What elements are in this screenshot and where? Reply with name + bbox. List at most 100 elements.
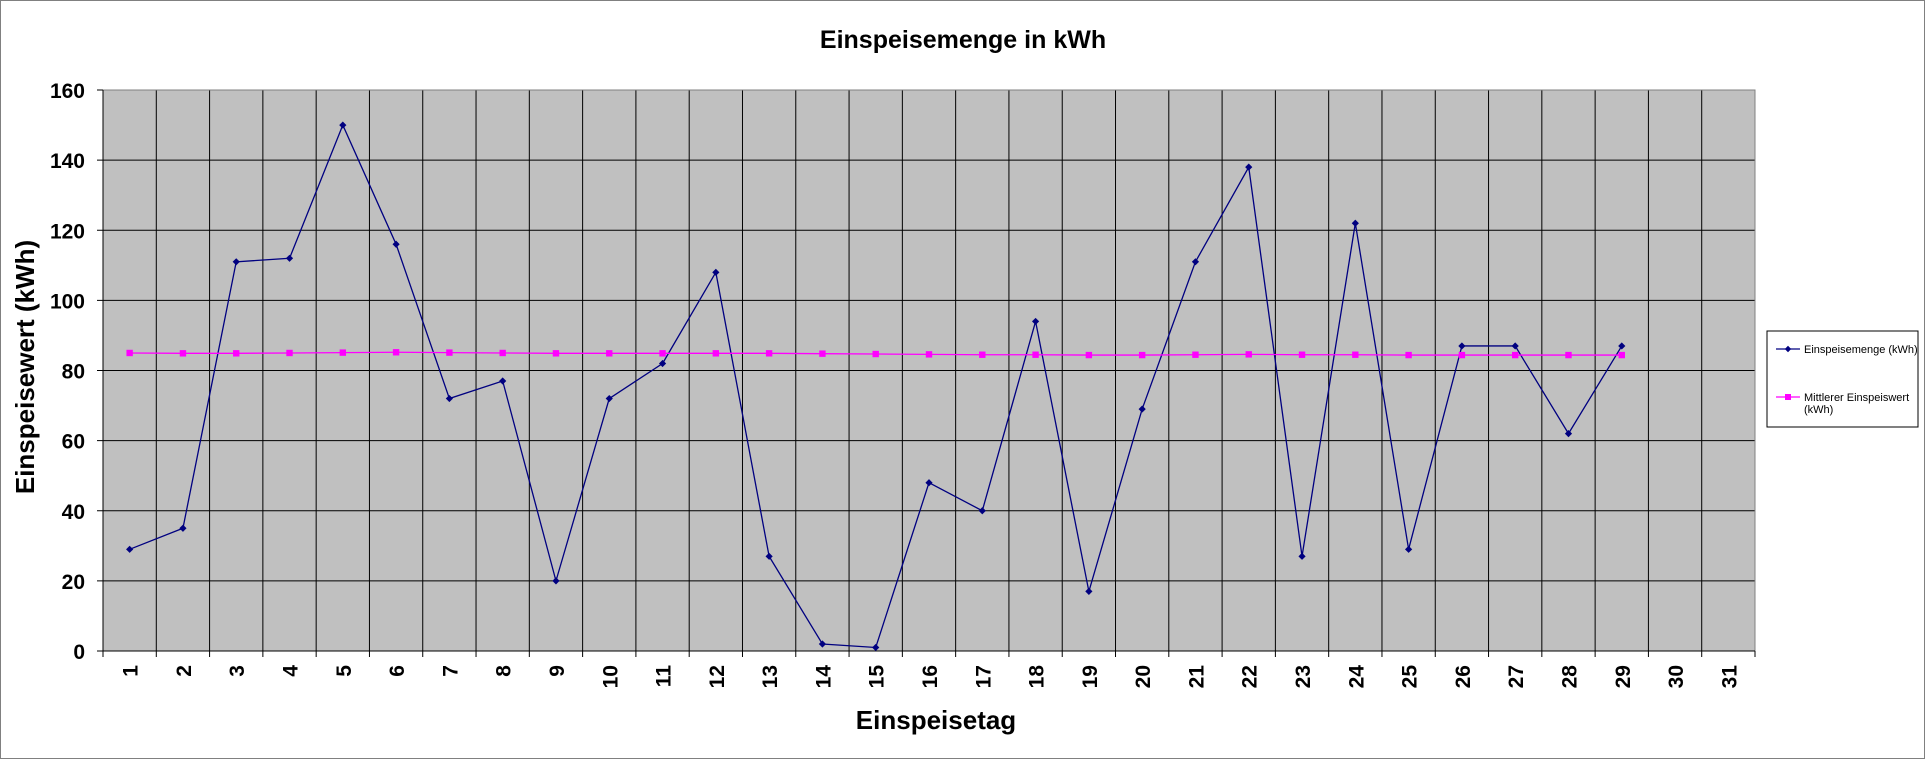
x-tick-label: 27 bbox=[1505, 665, 1528, 688]
data-point bbox=[818, 640, 827, 648]
y-tick-label: 40 bbox=[62, 501, 85, 524]
x-tick-label: 28 bbox=[1558, 665, 1581, 689]
data-point bbox=[978, 507, 986, 515]
x-tick-label: 9 bbox=[546, 665, 569, 677]
legend-marker bbox=[1785, 394, 1791, 400]
data-point bbox=[552, 350, 560, 357]
data-point bbox=[605, 394, 613, 403]
x-tick-label: 21 bbox=[1185, 665, 1208, 689]
data-point bbox=[126, 349, 133, 357]
y-tick-label: 60 bbox=[62, 431, 85, 454]
x-tick-label: 16 bbox=[919, 665, 942, 688]
vertical-gridlines bbox=[155, 90, 1703, 651]
x-tick-label: 20 bbox=[1132, 665, 1155, 688]
data-point bbox=[1511, 351, 1519, 359]
data-point bbox=[1618, 342, 1626, 350]
data-point bbox=[1138, 405, 1146, 413]
legend: Einspeisemenge (kWh) Mittlerer Einspeiswe… bbox=[1766, 330, 1919, 428]
data-point bbox=[659, 350, 666, 357]
data-point bbox=[445, 394, 453, 403]
data-point bbox=[286, 349, 293, 357]
x-tick-label: 26 bbox=[1452, 665, 1475, 688]
x-tick-label: 25 bbox=[1399, 665, 1422, 689]
x-tick-label: 31 bbox=[1718, 665, 1741, 689]
data-point bbox=[606, 350, 613, 357]
x-tick-label: 30 bbox=[1665, 665, 1688, 688]
legend-label: (kWh) bbox=[1804, 404, 1833, 416]
data-point bbox=[1298, 351, 1306, 358]
data-point bbox=[1511, 342, 1519, 350]
x-tick-label: 11 bbox=[653, 665, 676, 688]
legend-box bbox=[1766, 330, 1919, 428]
x-tick-label: 4 bbox=[280, 665, 303, 677]
plot-area bbox=[102, 89, 1756, 652]
legend-label: Mittlerer Einspeiswert bbox=[1804, 392, 1909, 404]
y-tick-label: 120 bbox=[50, 220, 85, 243]
y-tick-label: 80 bbox=[62, 361, 85, 384]
data-point bbox=[1298, 552, 1306, 560]
data-point bbox=[179, 350, 187, 357]
data-point bbox=[392, 240, 400, 248]
data-point bbox=[765, 350, 773, 357]
data-point bbox=[1405, 351, 1412, 359]
data-point bbox=[712, 350, 720, 357]
x-tick-label: 17 bbox=[972, 665, 995, 688]
data-point bbox=[1458, 351, 1466, 359]
x-tick-label: 18 bbox=[1026, 665, 1049, 689]
x-tick-label: 19 bbox=[1079, 665, 1102, 688]
data-point bbox=[979, 351, 986, 358]
data-point bbox=[1031, 317, 1040, 326]
x-tick-label: 24 bbox=[1345, 665, 1368, 689]
x-tick-label: 15 bbox=[866, 665, 889, 689]
x-tick-label: 13 bbox=[759, 665, 782, 688]
data-point bbox=[499, 349, 506, 357]
data-point bbox=[1245, 163, 1253, 171]
data-point bbox=[819, 350, 826, 357]
x-tick-label: 1 bbox=[120, 665, 143, 677]
y-tick-label: 140 bbox=[50, 150, 85, 173]
y-tick-label: 160 bbox=[50, 80, 85, 103]
data-point bbox=[552, 577, 560, 585]
y-axis-label: Einspeisewert (kWh) bbox=[10, 240, 40, 494]
x-tick-label: 22 bbox=[1239, 665, 1262, 688]
x-tick-label: 7 bbox=[439, 665, 462, 677]
x-tick-label: 29 bbox=[1612, 665, 1635, 688]
series-1 bbox=[126, 121, 1626, 652]
data-point bbox=[392, 349, 400, 356]
data-point bbox=[1245, 351, 1252, 358]
data-point bbox=[1085, 587, 1093, 595]
data-point bbox=[339, 349, 347, 356]
data-point bbox=[233, 350, 240, 357]
legend-marker bbox=[1784, 345, 1792, 353]
x-tick-label: 23 bbox=[1292, 665, 1315, 688]
data-point bbox=[1352, 351, 1359, 358]
x-tick-label: 3 bbox=[226, 665, 249, 677]
data-point bbox=[925, 351, 933, 358]
x-tick-label: 2 bbox=[173, 665, 196, 677]
data-point bbox=[232, 258, 240, 266]
x-tick-label: 10 bbox=[599, 665, 622, 688]
data-point bbox=[1191, 258, 1200, 266]
y-tick-label: 100 bbox=[50, 290, 85, 313]
data-point bbox=[872, 643, 880, 652]
data-point bbox=[1458, 342, 1466, 350]
x-tick-label: 14 bbox=[812, 665, 835, 689]
data-point bbox=[872, 350, 879, 358]
legend-entry: Einspeisemenge (kWh) bbox=[1776, 344, 1918, 356]
data-point bbox=[499, 377, 507, 385]
chart-title: Einspeisemenge in kWh bbox=[820, 26, 1106, 54]
data-point bbox=[1085, 351, 1093, 359]
x-tick-label: 6 bbox=[386, 665, 409, 677]
data-point bbox=[1192, 351, 1199, 358]
x-tick-label: 5 bbox=[333, 665, 356, 677]
x-tick-label: 8 bbox=[493, 665, 516, 677]
x-tick-label: 12 bbox=[706, 665, 729, 688]
legend-label: Einspeisemenge (kWh) bbox=[1804, 344, 1918, 356]
x-axis: 1 2 3 4 5 6 7 8 9 10 11 12 13 14 15 16 17 18 19 20 21 22 23 24 2… bbox=[102, 650, 1756, 689]
y-tick-label: 20 bbox=[62, 571, 85, 594]
x-axis-label: Einspeisetag bbox=[856, 705, 1016, 735]
data-point bbox=[446, 349, 453, 356]
data-point bbox=[1138, 351, 1146, 359]
